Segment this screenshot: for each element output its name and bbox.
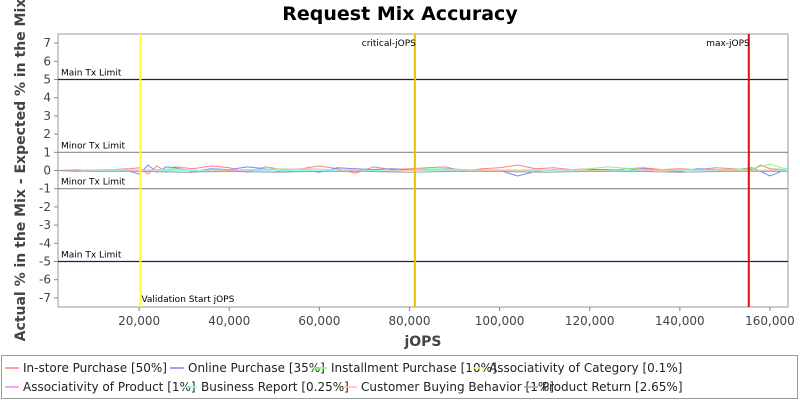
reference-line-label: Minor Tx Limit xyxy=(61,178,126,188)
legend-entry: Product Return [2.65%] xyxy=(542,380,683,394)
y-tick-label: 4 xyxy=(43,91,51,105)
legend-entry: In-store Purchase [50%] xyxy=(23,361,167,375)
legend-entry: Installment Purchase [10%] xyxy=(331,361,497,375)
vertical-markers: Validation Start jOPS critical-jOPS max-jO… xyxy=(139,34,750,307)
vertical-marker-label: Validation Start jOPS xyxy=(141,295,234,305)
y-axis: -7 -6 -5 -4 -3 -2 -1 0 1 2 3 4 5 6 7 xyxy=(39,36,58,305)
y-tick-label: -4 xyxy=(39,236,51,250)
reference-line-label: Minor Tx Limit xyxy=(61,141,126,151)
y-tick-label: 6 xyxy=(43,54,51,68)
y-tick-label: 3 xyxy=(43,109,51,123)
y-tick-label: 7 xyxy=(43,36,51,50)
legend-entry: Online Purchase [35%] xyxy=(188,361,325,375)
chart-title: Request Mix Accuracy xyxy=(282,3,518,25)
y-axis-label: Actual % in the Mix - Expected % in the … xyxy=(13,0,29,341)
y-tick-label: 0 xyxy=(43,164,51,178)
legend: In-store Purchase [50%] Online Purchase [… xyxy=(1,355,798,399)
x-tick-label: 80,000 xyxy=(388,314,430,328)
vertical-marker-label: critical-jOPS xyxy=(362,39,416,49)
y-tick-label: 1 xyxy=(43,145,51,159)
y-tick-label: 2 xyxy=(43,127,51,141)
series-line xyxy=(57,170,788,173)
legend-entry: Associativity of Product [1%] xyxy=(23,380,196,394)
reference-line-label: Main Tx Limit xyxy=(61,69,122,79)
x-tick-label: 20,000 xyxy=(118,314,160,328)
legend-entry: Business Report [0.25%] xyxy=(201,380,349,394)
y-tick-label: -1 xyxy=(39,182,51,196)
series-lines xyxy=(57,163,789,177)
x-tick-label: 140,000 xyxy=(655,314,705,328)
y-tick-label: -7 xyxy=(39,291,51,305)
reference-lines: Main Tx Limit Minor Tx Limit Minor Tx Limi… xyxy=(58,69,788,263)
y-tick-label: -5 xyxy=(39,255,51,269)
y-tick-label: 5 xyxy=(43,73,51,87)
legend-entry: Associativity of Category [0.1%] xyxy=(489,361,682,375)
x-tick-label: 40,000 xyxy=(208,314,250,328)
x-axis: 20,000 40,000 60,000 80,000 100,000 120,000 14… xyxy=(118,307,795,328)
reference-line-label: Main Tx Limit xyxy=(61,251,122,261)
legend-entry: Customer Buying Behavior [1%] xyxy=(361,380,554,394)
x-tick-label: 60,000 xyxy=(298,314,340,328)
y-tick-label: -3 xyxy=(39,218,51,232)
vertical-marker-label: max-jOPS xyxy=(706,39,750,49)
x-axis-label: jOPS xyxy=(403,334,441,350)
y-tick-label: -6 xyxy=(39,273,51,287)
series-line xyxy=(57,164,789,175)
x-tick-label: 100,000 xyxy=(475,314,525,328)
x-tick-label: 120,000 xyxy=(565,314,615,328)
x-tick-label: 160,000 xyxy=(745,314,795,328)
y-tick-label: -2 xyxy=(39,200,51,214)
legend-box xyxy=(1,355,798,399)
